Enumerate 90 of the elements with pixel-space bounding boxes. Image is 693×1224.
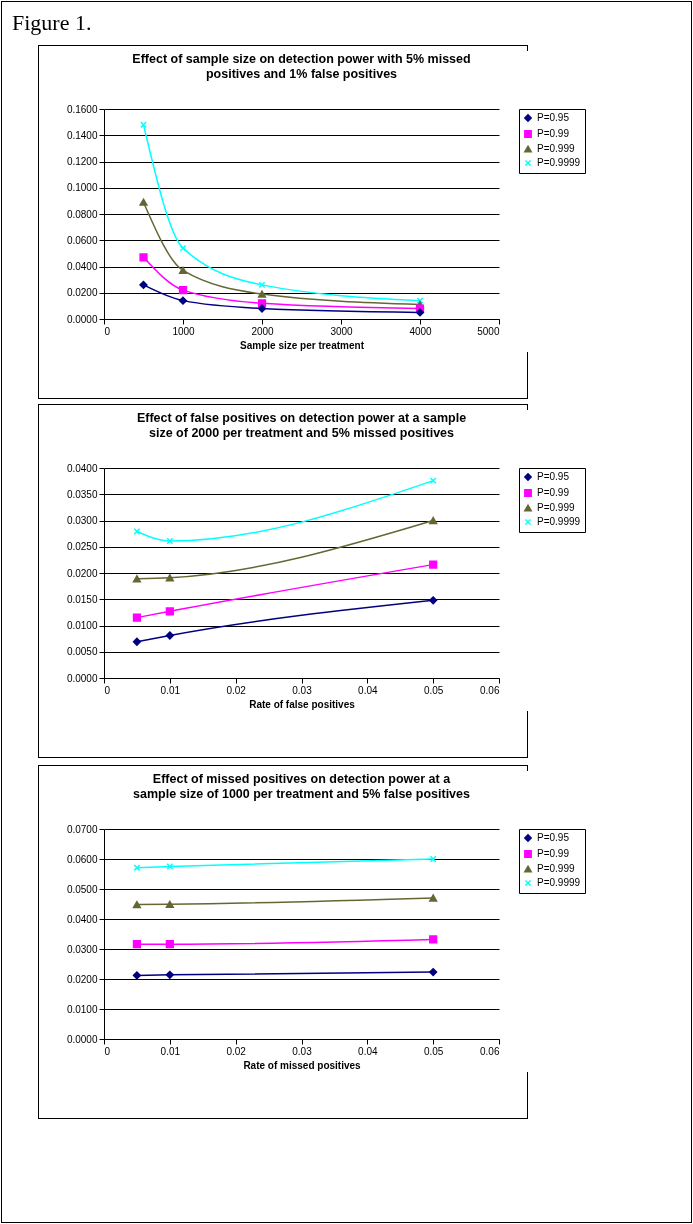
y-tick-label: 0.0000	[66, 1033, 98, 1045]
legend-label: P=0.95	[537, 112, 570, 123]
x-tick-label: 0.02	[226, 684, 247, 696]
point	[132, 940, 142, 949]
x-tick-label: 0.05	[423, 1045, 444, 1057]
y-tick-label: 0.0400	[66, 261, 98, 272]
y-tick-label: 0.0800	[66, 208, 98, 220]
legend-label: P=0.999	[537, 502, 575, 513]
point	[132, 613, 142, 622]
y-tick-label: 0.1600	[66, 103, 98, 115]
x-axis-title: Rate of missed positives	[243, 1059, 362, 1071]
y-tick-label: 0.1400	[66, 129, 98, 141]
x-axis-title: Sample size per treatment	[240, 339, 365, 351]
x-tick-label: 0.01	[160, 684, 181, 696]
point	[429, 560, 438, 569]
caption: Figure 1.	[12, 10, 92, 36]
point	[139, 198, 148, 206]
legend-label: P=0.9999	[537, 516, 581, 527]
y-tick-label: 0.0200	[66, 973, 98, 985]
legend-label: P=0.999	[537, 863, 575, 874]
legend-label: P=0.99	[537, 128, 570, 139]
point	[132, 637, 142, 646]
x-tick-label: 0.06	[480, 1045, 500, 1057]
x-tick-label: 0.05	[423, 684, 444, 696]
point	[257, 290, 267, 298]
point	[132, 971, 142, 980]
x-tick-label: 5000	[477, 325, 500, 337]
y-tick-label: 0.1200	[66, 156, 98, 167]
point	[429, 935, 438, 944]
point	[429, 968, 438, 977]
y-tick-label: 0.0500	[66, 883, 98, 895]
y-tick-label: 0.0050	[66, 646, 98, 658]
y-tick-label: 0.0300	[66, 943, 98, 955]
point	[178, 286, 188, 295]
point	[429, 596, 438, 605]
x-tick-label: 0.02	[226, 1045, 247, 1057]
legend-label: P=0.999	[537, 143, 575, 154]
point	[165, 607, 174, 616]
y-tick-label: 0.0700	[66, 823, 98, 835]
chart-title: Effect of false positives on detection power at a sample size of 2000 per treatment and 5% missed positives	[136, 411, 467, 440]
y-tick-label: 0.0600	[66, 853, 98, 865]
x-tick-label: 0	[104, 684, 111, 696]
x-tick-label: 0	[104, 1045, 111, 1057]
point	[429, 894, 438, 902]
point	[165, 940, 174, 949]
x-tick-label: 2000	[251, 325, 275, 337]
x-tick-label: 1000	[172, 325, 196, 337]
x-tick-label: 0	[104, 325, 111, 337]
x-tick-label: 0.04	[358, 684, 378, 696]
legend-label: P=0.95	[537, 832, 570, 843]
legend-label: P=0.9999	[537, 157, 581, 168]
y-tick-label: 0.0100	[66, 1003, 98, 1015]
y-tick-label: 0.0350	[66, 488, 98, 500]
point	[429, 516, 438, 525]
point	[132, 900, 142, 909]
chart-title: Effect of missed positives on detection power at a sample size of 1000 per treatment and 5% false positives	[133, 772, 471, 801]
y-tick-label: 0.1000	[66, 182, 98, 194]
legend-label: P=0.99	[537, 848, 570, 859]
y-tick-label: 0.0400	[66, 462, 98, 474]
x-tick-label: 0.01	[160, 1045, 181, 1057]
x-tick-label: 0.03	[292, 684, 313, 696]
point	[165, 574, 174, 582]
x-tick-label: 0.06	[480, 684, 500, 696]
point	[178, 296, 188, 305]
point	[132, 575, 142, 583]
y-tick-label: 0.0000	[66, 672, 98, 684]
point	[139, 280, 148, 289]
x-tick-label: 4000	[409, 325, 433, 337]
y-tick-label: 0.0400	[66, 913, 98, 925]
chart-title: Effect of sample size on detection power with 5% missed positives and 1% false positives	[132, 52, 471, 81]
x-tick-label: 3000	[330, 325, 354, 337]
y-tick-label: 0.0600	[66, 234, 98, 246]
y-tick-label: 0.0250	[66, 541, 98, 553]
point	[178, 266, 188, 275]
point	[139, 253, 148, 262]
x-axis-title: Rate of false positives	[249, 698, 356, 710]
point	[165, 970, 174, 979]
y-tick-label: 0.0100	[66, 620, 98, 631]
y-tick-label: 0.0200	[66, 567, 98, 579]
legend-label: P=0.9999	[537, 877, 581, 888]
y-tick-label: 0.0200	[66, 287, 98, 299]
y-tick-label: 0.0150	[66, 593, 98, 605]
point	[165, 631, 174, 640]
legend-label: P=0.95	[537, 471, 570, 482]
y-tick-label: 0.0000	[66, 313, 98, 325]
point	[165, 900, 174, 908]
x-tick-label: 0.03	[292, 1045, 313, 1057]
y-tick-label: 0.0300	[66, 515, 98, 526]
legend-label: P=0.99	[537, 487, 570, 498]
x-tick-label: 0.04	[358, 1045, 378, 1057]
